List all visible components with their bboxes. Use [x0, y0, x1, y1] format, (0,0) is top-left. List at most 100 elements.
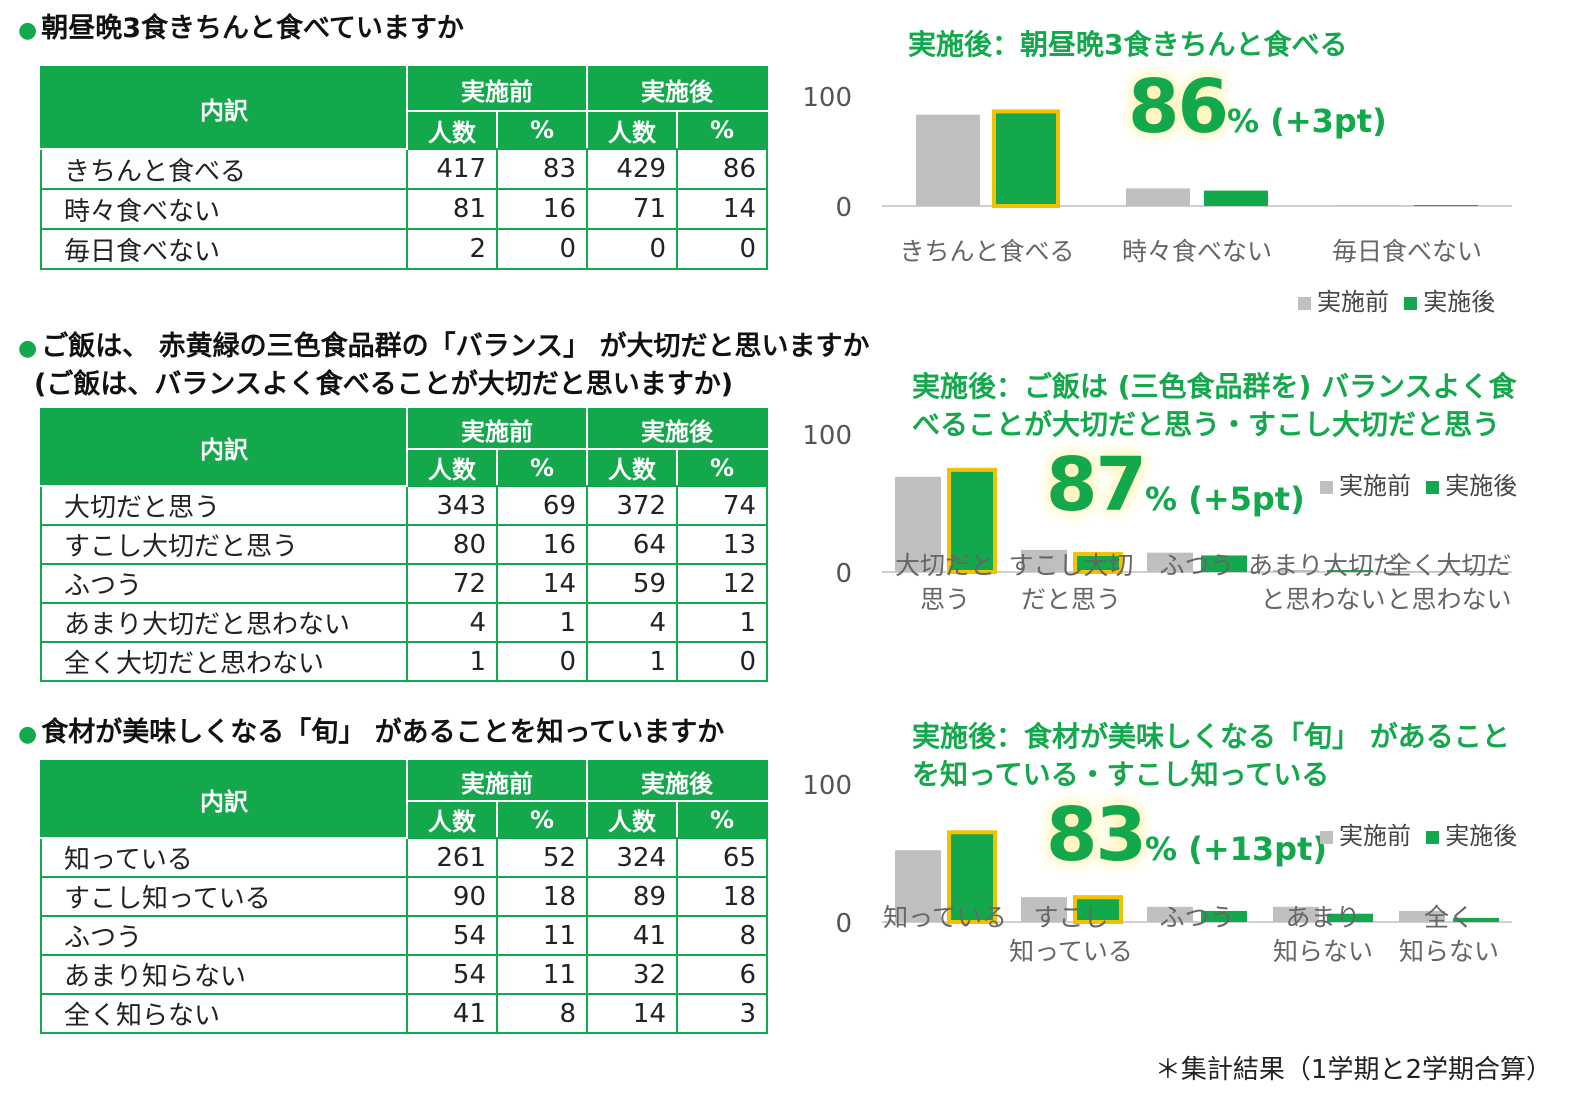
cell-after-p: 1 [676, 602, 768, 643]
table-header-row: 内訳 実施前 実施後 [40, 760, 768, 839]
cell-before-n: 81 [406, 188, 498, 230]
cell-before-n: 417 [406, 148, 498, 190]
x-tick-label: 全く [1424, 903, 1474, 932]
chart-1-highlight-value: 86% (+3pt) [1128, 64, 1387, 150]
y-tick-label: 100 [802, 771, 852, 801]
x-tick-label: 知っている [1009, 937, 1133, 966]
x-tick-label: と思わない [1386, 585, 1511, 614]
x-tick-label: きちんと食べる [899, 237, 1074, 266]
chart-2-highlight-value: 87% (+5pt) [1046, 442, 1305, 528]
bar-after [947, 830, 997, 924]
cell-after-n: 41 [586, 915, 678, 956]
row-label: 知っている [40, 837, 408, 878]
cell-after-p: 3 [676, 993, 768, 1034]
bar-before [895, 476, 941, 572]
legend-swatch-after [1404, 296, 1418, 310]
chart-meals: 100 0 きちんと食べる 時々食べない 毎日食べない [802, 83, 1512, 266]
cell-before-n: 80 [406, 524, 498, 565]
table-row: あまり大切だと思わない 4 1 4 1 [40, 602, 768, 643]
bar-before [1399, 910, 1445, 922]
bar-before [1399, 571, 1445, 572]
cell-after-p: 0 [676, 228, 768, 270]
bar-before [1273, 906, 1319, 922]
x-tick-label: 時々食べない [1122, 237, 1272, 266]
table-balance: 内訳 実施前 実施後 人数% 人数% 大切だと思う 343 69 372 74 すこし大切だと思う 8… [40, 408, 768, 682]
cell-before-p: 16 [496, 188, 588, 230]
legend-label-before: 実施前 [1339, 472, 1411, 500]
legend-label-before: 実施前 [1317, 288, 1389, 316]
x-tick-label: ふつう [1159, 903, 1234, 932]
row-label: 全く知らない [40, 993, 408, 1034]
chart-3-legend: 実施前 実施後 [1320, 816, 1517, 851]
x-tick-label: 大切だと [895, 551, 995, 580]
subheader-count: 人数 [586, 110, 678, 150]
x-tick-label: あまり [1285, 903, 1360, 932]
bar-after [1201, 555, 1247, 572]
header-after: 実施後 [586, 66, 768, 112]
subheader-count: 人数 [406, 800, 498, 839]
row-label: すこし知っている [40, 876, 408, 917]
cell-after-p: 0 [676, 641, 768, 682]
cell-before-p: 52 [496, 837, 588, 878]
x-tick-label: 毎日食べない [1332, 237, 1482, 266]
cell-before-n: 1 [406, 641, 498, 682]
subheader-pct: % [496, 110, 588, 150]
chart-1-legend: 実施前 実施後 [1298, 282, 1495, 317]
legend-swatch-before [1320, 830, 1333, 844]
cell-after-p: 13 [676, 524, 768, 565]
highlight-change: % (+3pt) [1226, 102, 1387, 140]
x-tick-label: すこし大切 [1008, 551, 1133, 580]
cell-after-n: 32 [586, 954, 678, 995]
table-subheader-row: 人数% 人数% [41, 110, 768, 150]
cell-after-n: 0 [586, 228, 678, 270]
cell-after-n: 1 [586, 641, 678, 682]
bar-after [1327, 913, 1373, 922]
cell-before-p: 16 [496, 524, 588, 565]
highlight-change: % (+13pt) [1144, 830, 1327, 868]
row-label: きちんと食べる [40, 148, 408, 190]
cell-before-n: 72 [406, 563, 498, 604]
header-before: 実施前 [406, 408, 588, 450]
bar-before [1021, 549, 1067, 572]
bar-before [916, 114, 980, 206]
legend-swatch-before [1298, 296, 1311, 310]
legend-swatch-after [1426, 480, 1440, 494]
legend-swatch-after [1426, 830, 1440, 844]
x-tick-label: 知っている [883, 903, 1007, 932]
header-breakdown: 内訳 [40, 408, 408, 487]
cell-after-n: 59 [586, 563, 678, 604]
legend-label-before: 実施前 [1339, 822, 1411, 850]
cell-before-p: 18 [496, 876, 588, 917]
x-tick-label: すこし [1033, 903, 1108, 932]
bar-after [1327, 570, 1373, 572]
cell-before-n: 41 [406, 993, 498, 1034]
bar-after [947, 467, 997, 575]
subheader-pct: % [676, 110, 768, 150]
bar-after [1073, 895, 1123, 925]
cell-before-p: 0 [496, 228, 588, 270]
header-after: 実施後 [586, 408, 768, 450]
table-season: 内訳 実施前 実施後 人数% 人数% 知っている 261 52 324 65 すこし知っている 90 1… [40, 760, 768, 1034]
x-tick-label: だと思う [1021, 585, 1121, 614]
table-row: 全く知らない 41 8 14 3 [40, 993, 768, 1034]
cell-before-p: 14 [496, 563, 588, 604]
row-label: 大切だと思う [40, 485, 408, 526]
header-breakdown: 内訳 [40, 760, 408, 839]
subheader-count: 人数 [586, 448, 678, 487]
table-row: 大切だと思う 343 69 372 74 [40, 485, 768, 526]
subheader-pct: % [496, 800, 588, 839]
cell-before-p: 69 [496, 485, 588, 526]
header-before: 実施前 [406, 760, 588, 802]
cell-after-n: 14 [586, 993, 678, 1034]
bar-after [1073, 552, 1123, 574]
bar-after [1453, 917, 1499, 922]
cell-after-n: 89 [586, 876, 678, 917]
bar-before [1147, 552, 1193, 572]
x-tick-label: 知らない [1399, 937, 1499, 966]
cell-before-n: 90 [406, 876, 498, 917]
cell-after-p: 86 [676, 148, 768, 190]
cell-after-n: 71 [586, 188, 678, 230]
table-subheader-row: 人数% 人数% [41, 448, 768, 487]
cell-before-n: 2 [406, 228, 498, 270]
